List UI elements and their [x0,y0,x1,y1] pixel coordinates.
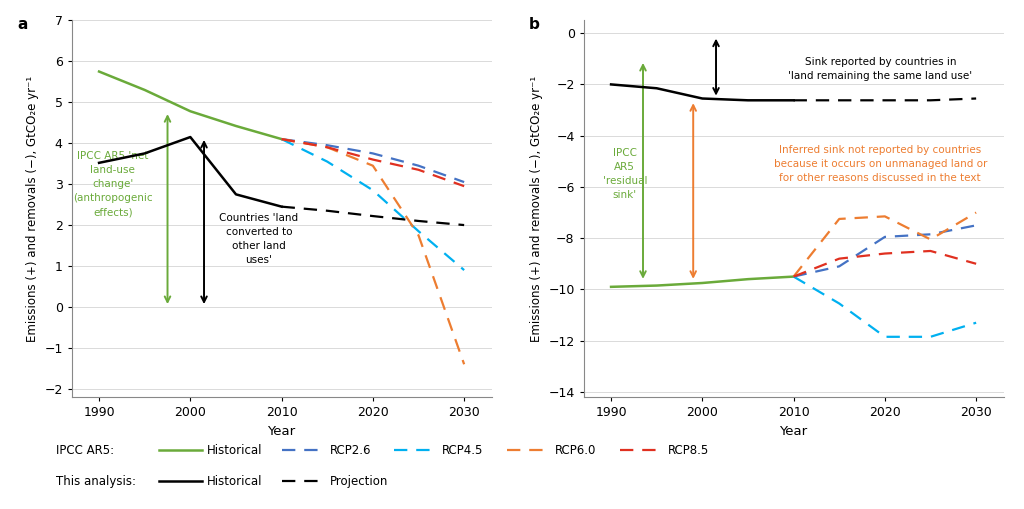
Text: IPCC AR5:: IPCC AR5: [56,444,115,457]
Text: b: b [529,17,540,32]
Text: a: a [17,17,28,32]
Text: IPCC
AR5
'residual
sink': IPCC AR5 'residual sink' [602,148,647,200]
Text: RCP2.6: RCP2.6 [330,444,372,457]
Text: Historical: Historical [207,474,262,488]
Text: Inferred sink not reported by countries
because it occurs on unmanaged land or
f: Inferred sink not reported by countries … [773,145,987,183]
Text: IPCC AR5 'net
land-use
change'
(anthropogenic
effects): IPCC AR5 'net land-use change' (anthropo… [73,151,153,217]
X-axis label: Year: Year [779,425,808,438]
Text: RCP8.5: RCP8.5 [668,444,709,457]
Text: Countries 'land
converted to
other land
uses': Countries 'land converted to other land … [219,213,298,265]
Y-axis label: Emissions (+) and removals (−), GtCO₂e yr⁻¹: Emissions (+) and removals (−), GtCO₂e y… [529,75,543,342]
Y-axis label: Emissions (+) and removals (−), GtCO₂e yr⁻¹: Emissions (+) and removals (−), GtCO₂e y… [26,75,39,342]
Text: Sink reported by countries in
'land remaining the same land use': Sink reported by countries in 'land rema… [788,57,973,81]
Text: RCP6.0: RCP6.0 [555,444,596,457]
X-axis label: Year: Year [267,425,296,438]
Text: This analysis:: This analysis: [56,474,136,488]
Text: Historical: Historical [207,444,262,457]
Text: RCP4.5: RCP4.5 [442,444,483,457]
Text: Projection: Projection [330,474,388,488]
